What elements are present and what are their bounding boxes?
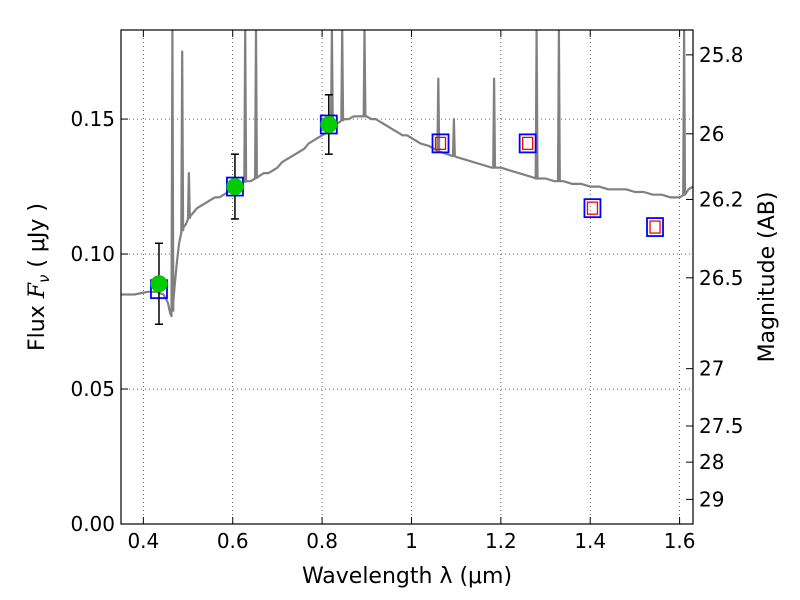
y-right-tick-label: 27.5 <box>699 414 744 438</box>
grid-lines <box>121 30 693 525</box>
spectrum-plot <box>121 30 693 318</box>
upper-limit-square <box>522 136 534 151</box>
upper-limit-square <box>649 220 661 234</box>
y-tick-label: 0.15 <box>70 107 115 131</box>
y-right-tick-label: 26.5 <box>699 266 744 290</box>
x-tick-label: 1 <box>405 529 418 553</box>
x-tick-label: 0.8 <box>306 529 338 553</box>
y-axis-label: Flux Fν ( μJy ) <box>25 203 53 351</box>
x-tick-label: 1.4 <box>574 529 606 553</box>
x-axis-label: Wavelength λ (μm) <box>302 564 512 589</box>
model-band-square <box>646 217 664 237</box>
model-band-square <box>583 198 602 219</box>
upper-limit-square <box>434 136 447 151</box>
model-band-square <box>518 133 537 154</box>
y-right-tick-label: 27 <box>699 357 724 381</box>
y-axis-label-subscript: ν <box>35 275 53 283</box>
detection-point <box>226 178 244 196</box>
model-band-square <box>431 133 450 154</box>
y-tick-label: 0.10 <box>70 242 115 266</box>
x-tick-label: 0.4 <box>127 529 159 553</box>
x-tick-label: 1.2 <box>485 529 517 553</box>
detection-point <box>320 115 338 133</box>
y-right-tick-label: 26 <box>699 122 724 146</box>
y-axis-label-symbol: F <box>25 282 50 299</box>
y-right-axis-label: Magnitude (AB) <box>755 192 780 363</box>
y-right-tick-label: 26.2 <box>699 187 744 211</box>
tick-labels: 0.4 0.6 0.8 1 1.2 1.4 1.6 0.00 0.05 0.10 0.15 25.8 2… <box>70 43 743 553</box>
plot-frame <box>120 29 694 525</box>
y-axis-label-prefix: Flux <box>25 298 50 351</box>
model-spectrum-line <box>121 30 693 318</box>
tick-marks <box>121 30 693 525</box>
detection-point <box>150 275 168 293</box>
x-tick-label: 0.6 <box>217 529 249 553</box>
x-tick-label: 1.6 <box>664 529 696 553</box>
upper-limit-square <box>586 201 599 215</box>
y-right-tick-label: 28 <box>699 450 724 474</box>
y-tick-label: 0.05 <box>70 377 115 401</box>
y-axis-label-suffix: ( μJy ) <box>25 203 50 275</box>
photometry-markers <box>150 94 664 325</box>
y-right-tick-label: 25.8 <box>699 43 744 67</box>
y-right-tick-label: 29 <box>699 487 724 511</box>
y-tick-label: 0.00 <box>70 512 115 536</box>
